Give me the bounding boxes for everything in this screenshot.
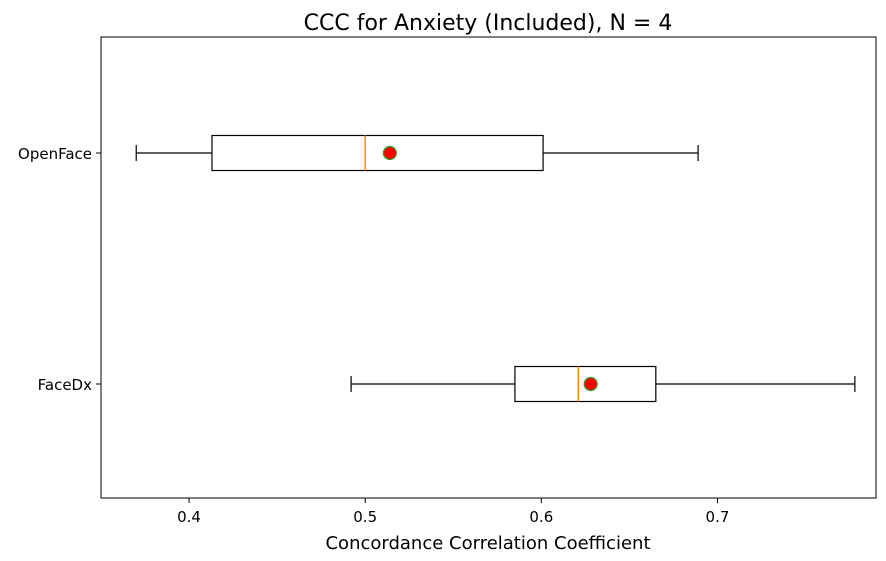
mean-marker — [583, 376, 598, 392]
box — [211, 134, 544, 172]
x-tick-label: 0.6 — [529, 508, 553, 526]
x-tick-label: 0.4 — [177, 508, 201, 526]
x-tick-label: 0.7 — [706, 508, 730, 526]
y-tick-label: FaceDx — [38, 376, 92, 394]
x-tick-label: 0.5 — [353, 508, 377, 526]
y-tick-label: OpenFace — [18, 145, 92, 163]
box — [514, 365, 657, 403]
chart-marks: 0.4 0.5 0.6 0.7 OpenFace FaceDx — [18, 134, 856, 526]
chart-title: CCC for Anxiety (Included), N = 4 — [304, 11, 673, 36]
mean-marker — [382, 145, 397, 161]
x-axis-label: Concordance Correlation Coefficient — [325, 533, 650, 554]
plot-area — [100, 36, 877, 499]
